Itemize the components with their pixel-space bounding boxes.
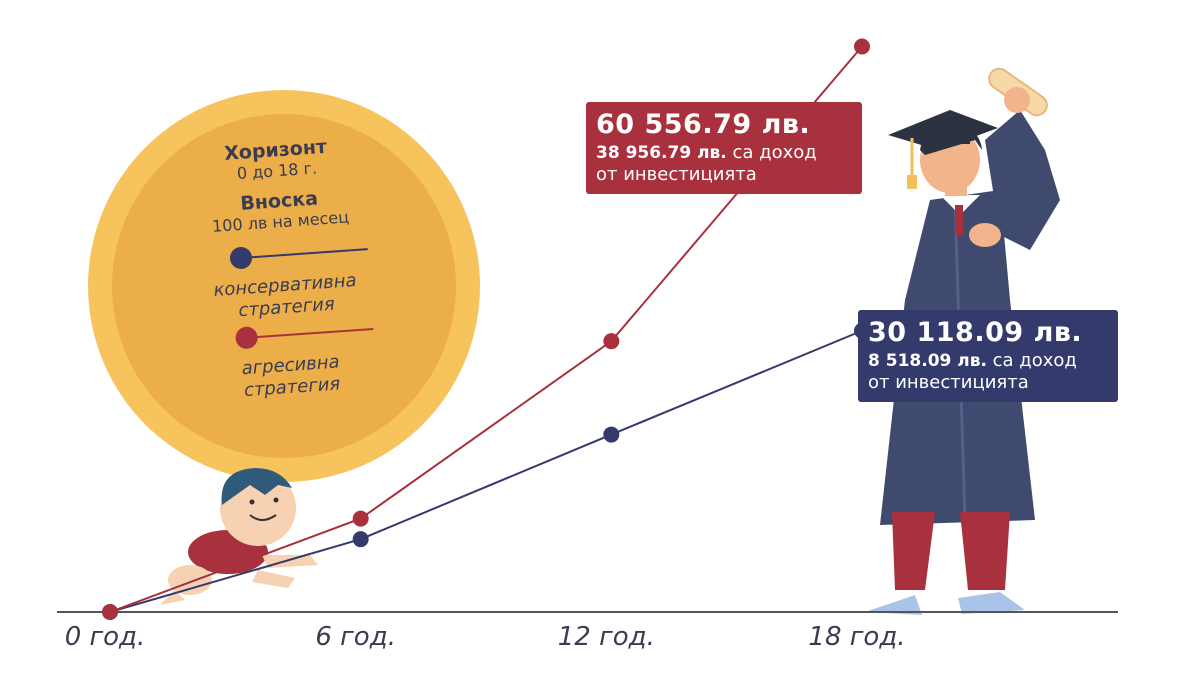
callout-conservative-income-text-2: от инвестицията <box>868 372 1029 393</box>
data-point-aggressive-18 <box>854 38 870 55</box>
coin-icon <box>88 90 480 482</box>
callout-conservative-income: 8 518.09 лв. са доход <box>868 350 1108 372</box>
callout-conservative-total: 30 118.09 лв. <box>868 317 1083 348</box>
callout-aggressive: 60 556.79 лв. 38 956.79 лв. са доход от … <box>586 102 862 194</box>
x-tick-label: 6 год. <box>315 622 396 652</box>
callout-aggressive-income-text: са доход <box>726 142 817 163</box>
callout-aggressive-income-text-2: от инвестицията <box>596 164 757 185</box>
callout-aggressive-income: 38 956.79 лв. са доход <box>596 142 852 164</box>
legend-line-aggressive <box>253 327 374 339</box>
callout-aggressive-total: 60 556.79 лв. <box>596 109 811 140</box>
data-point-aggressive-12 <box>603 333 620 350</box>
data-point-aggressive-0 <box>102 604 118 620</box>
callout-aggressive-income-amount: 38 956.79 лв. <box>596 143 727 163</box>
x-tick-label: 18 год. <box>808 622 906 652</box>
legend-line-conservative <box>247 248 368 259</box>
x-tick-label: 0 год. <box>64 622 146 652</box>
data-point-conservative-12 <box>603 426 620 443</box>
callout-conservative-income-amount: 8 518.09 лв. <box>868 351 987 371</box>
callout-conservative-income-text: са доход <box>986 350 1077 371</box>
series-line-conservative <box>109 329 863 613</box>
data-point-conservative-6 <box>352 531 369 548</box>
callout-conservative: 30 118.09 лв. 8 518.09 лв. са доход от и… <box>858 310 1118 402</box>
data-point-aggressive-6 <box>352 510 369 527</box>
info-panel: Хоризонт 0 до 18 г. Вноска 100 лв на мес… <box>140 126 428 408</box>
baby-crawling-illustration <box>160 468 318 605</box>
x-tick-label: 12 год. <box>557 622 655 652</box>
